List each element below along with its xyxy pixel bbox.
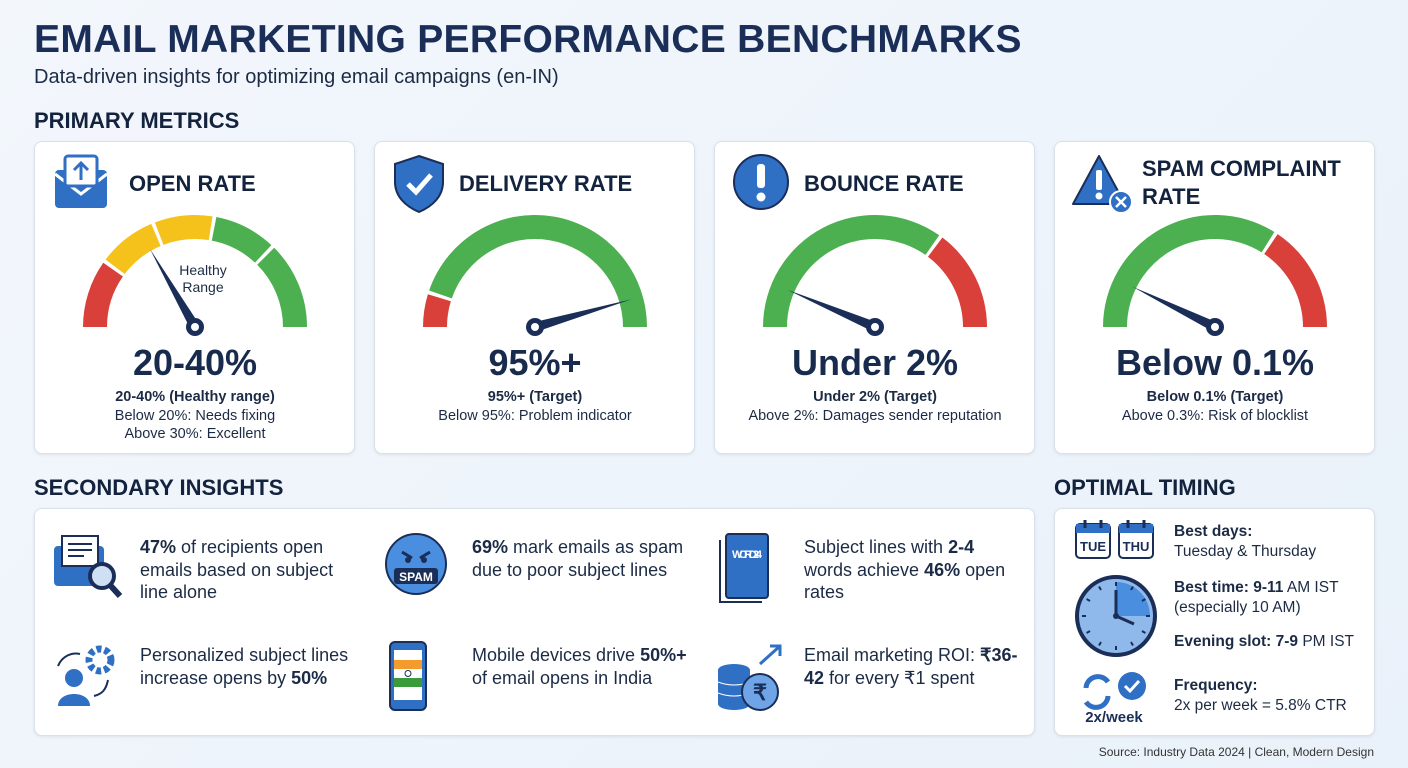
metric-value: Under 2%	[791, 342, 959, 383]
text-run: 50%+	[640, 645, 687, 665]
timing-line: Frequency:	[1174, 676, 1347, 696]
text-run: of email opens in India	[472, 667, 653, 688]
metric-card: SPAM COMPLAINT RATE Below 0.1% Below 0.1% …	[1054, 141, 1375, 454]
icon	[394, 154, 444, 214]
card-title: DELIVERY RATE	[459, 171, 633, 196]
timing-text: Best days: Tuesday & Thursday	[1174, 522, 1316, 562]
metric-detail: Below 20%: Needs fixing	[114, 407, 276, 424]
timing-line: Tuesday & Thursday	[1174, 542, 1316, 562]
insight-text: 47% of recipients open emails based on s…	[140, 536, 355, 604]
icon	[57, 645, 115, 706]
metric-detail: 95%+ (Target)	[487, 389, 583, 405]
timing-line: 2x per week = 5.8% CTR	[1174, 696, 1347, 716]
gauge	[763, 214, 987, 336]
metric-card: OPEN RATE Healthy Range 20-40% 20-40% (Heal…	[34, 141, 355, 454]
text-run: 2x per week = 5.8% CTR	[1174, 697, 1347, 714]
text-run: Evening slot:	[1174, 633, 1276, 650]
icon-text: 2x/week	[1085, 709, 1143, 726]
metric-value: 20-40%	[132, 342, 258, 383]
metric-card: DELIVERY RATE 95%+ 95%+ (Target) Below 95%:…	[374, 141, 695, 454]
icon: ₹	[717, 644, 782, 711]
icon	[54, 154, 108, 208]
insight-text: Mobile devices drive 50%+ of email opens…	[472, 644, 687, 689]
svg-text:₹: ₹	[753, 680, 767, 705]
metric-value: Below 0.1%	[1115, 342, 1315, 383]
text-run: Email marketing ROI:	[804, 645, 981, 665]
icon: SPAM	[385, 533, 447, 595]
icon: WORD 2-4	[719, 533, 769, 603]
text-run: Frequency:	[1174, 677, 1258, 694]
section-heading: PRIMARY METRICS	[34, 108, 240, 133]
title: EMAIL MARKETING PERFORMANCE BENCHMARKS	[34, 18, 1022, 61]
subtitle: Data-driven insights for optimizing emai…	[34, 66, 559, 88]
icon-text: THU	[1123, 539, 1150, 554]
gauge-label: Healthy Range	[179, 262, 227, 295]
section-heading: SECONDARY INSIGHTS	[34, 475, 284, 500]
timing-text: Evening slot: 7-9 PM IST	[1174, 632, 1354, 652]
text-run: of recipients open emails based on subje…	[140, 537, 334, 602]
timing-line: Evening slot: 7-9 PM IST	[1174, 632, 1354, 652]
text-run: Personalized subject lines increase open…	[140, 645, 349, 688]
metric-detail: Under 2% (Target)	[813, 389, 937, 405]
text-run: 47%	[140, 537, 177, 557]
gauge	[83, 215, 307, 336]
source: Source: Industry Data 2024 | Clean, Mode…	[1098, 745, 1374, 759]
text-run: Subject lines with	[804, 537, 949, 557]
section-heading: OPTIMAL TIMING	[1054, 475, 1236, 500]
metric-detail: 20-40% (Healthy range)	[115, 389, 275, 405]
icon-text: SPAM	[399, 570, 433, 584]
metric-detail: Below 0.1% (Target)	[1146, 389, 1284, 405]
text-run: mark emails as spam due to poor subject …	[472, 537, 684, 580]
text-run: Best days:	[1174, 523, 1253, 540]
insight-text: 69% mark emails as spam due to poor subj…	[472, 536, 687, 581]
icon-text: TUE	[1080, 539, 1106, 554]
text-run: 46%	[924, 559, 961, 580]
text-run: ₹36-42	[804, 645, 1018, 688]
text-run: 50%	[291, 667, 328, 688]
text-run: Tuesday & Thursday	[1174, 543, 1317, 560]
card-title: SPAM COMPLAINT RATE	[1142, 156, 1341, 209]
metric-detail: Above 2%: Damages sender reputation	[748, 407, 1002, 424]
icon-text: WORD 2-4	[732, 549, 763, 561]
card-title: BOUNCE RATE	[804, 171, 964, 196]
timing-text: Frequency: 2x per week = 5.8% CTR	[1174, 676, 1347, 716]
text-run: 69%	[472, 537, 509, 557]
icon: 2x/week	[1083, 672, 1146, 726]
timing-line: (especially 10 AM)	[1174, 598, 1339, 618]
text-run: 2-4	[948, 537, 975, 557]
text-run: Best time:	[1174, 579, 1254, 596]
icon	[1072, 155, 1131, 214]
text-run: for every ₹1 spent	[824, 667, 975, 688]
icon	[389, 641, 427, 711]
timing-line: Best days:	[1174, 522, 1316, 542]
metric-detail: Above 0.3%: Risk of blocklist	[1121, 407, 1309, 424]
gauge	[423, 214, 647, 336]
gauge	[1103, 215, 1327, 336]
text-run: words achieve	[804, 559, 925, 580]
icon	[733, 154, 789, 210]
metric-detail: Below 95%: Problem indicator	[438, 407, 632, 424]
text-run: AM IST	[1283, 579, 1339, 596]
insight-text: Subject lines with 2-4 words achieve 46%…	[804, 536, 1019, 604]
insights-panel	[34, 508, 1035, 736]
metric-card: BOUNCE RATE Under 2% Under 2% (Target) Abov…	[714, 141, 1035, 454]
text-run: (especially 10 AM)	[1174, 599, 1301, 616]
icon: TUE	[1075, 520, 1111, 559]
text-run: Mobile devices drive	[472, 645, 641, 665]
text-run: 9-11	[1253, 579, 1284, 596]
insight-text: Email marketing ROI: ₹36-42 for every ₹1…	[804, 644, 1019, 689]
insight-text: Personalized subject lines increase open…	[140, 644, 355, 689]
metric-detail: Above 30%: Excellent	[124, 426, 266, 442]
icon: THU	[1118, 520, 1154, 559]
timing-text: Best time: 9-11 AM IST (especially 10 AM)	[1174, 578, 1339, 618]
card-title: OPEN RATE	[129, 171, 256, 196]
text-run: PM IST	[1298, 633, 1355, 650]
text-run: 7-9	[1275, 633, 1299, 650]
icon	[54, 535, 123, 599]
text-run: open rates	[804, 559, 1006, 603]
icon	[1075, 575, 1157, 657]
metric-value: 95%+	[488, 342, 582, 383]
timing-line: Best time: 9-11 AM IST	[1174, 578, 1339, 598]
